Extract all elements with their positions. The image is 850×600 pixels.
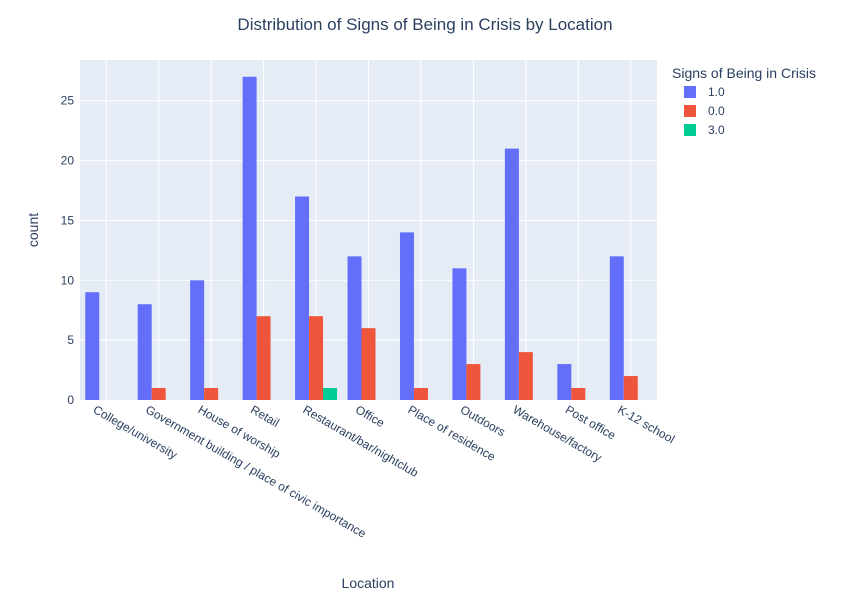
bar (242, 76, 257, 401)
x-tick-label: K-12 school (615, 402, 677, 446)
legend-label: 3.0 (708, 123, 725, 137)
y-axis-label: count (25, 213, 41, 247)
y-tick-label: 25 (61, 94, 75, 108)
bar (557, 364, 572, 400)
bar (204, 388, 219, 400)
legend-label: 0.0 (708, 104, 725, 118)
bar (609, 256, 624, 400)
y-tick-label: 5 (67, 333, 74, 347)
chart-title: Distribution of Signs of Being in Crisis… (237, 15, 612, 34)
bar (295, 196, 310, 400)
gridlines (80, 60, 657, 400)
x-tick-label: Retail (248, 402, 282, 429)
legend-swatch (684, 124, 696, 136)
legend: Signs of Being in Crisis 1.0 0.0 3.0 (672, 65, 816, 137)
x-tick-label: Office (353, 402, 387, 430)
bar (571, 388, 586, 400)
y-axis-ticks: 0 5 10 15 20 25 (61, 94, 75, 407)
bar (309, 316, 324, 400)
bar (347, 256, 362, 400)
y-tick-label: 10 (61, 273, 75, 287)
legend-swatch (684, 105, 696, 117)
bar (452, 268, 467, 400)
bar (518, 352, 533, 400)
legend-items: 1.0 0.0 3.0 (684, 85, 725, 137)
y-tick-label: 20 (61, 154, 75, 168)
y-tick-label: 15 (61, 213, 75, 227)
bar (151, 388, 166, 400)
legend-swatch (684, 86, 696, 98)
bar (256, 316, 271, 400)
legend-label: 1.0 (708, 85, 725, 99)
legend-title: Signs of Being in Crisis (672, 65, 816, 81)
bar (466, 364, 481, 400)
bar (623, 376, 638, 400)
x-axis-label: Location (342, 575, 395, 591)
bar (85, 292, 100, 400)
bar (361, 328, 376, 400)
bar (137, 304, 152, 400)
x-tick-label: Place of residence (405, 402, 498, 464)
bar (323, 388, 338, 400)
bars (85, 76, 638, 401)
bar (399, 232, 414, 400)
y-tick-label: 0 (67, 393, 74, 407)
bar (413, 388, 428, 400)
bar (190, 280, 205, 400)
bar (504, 148, 519, 400)
x-tick-label: Warehouse/factory (510, 402, 604, 464)
